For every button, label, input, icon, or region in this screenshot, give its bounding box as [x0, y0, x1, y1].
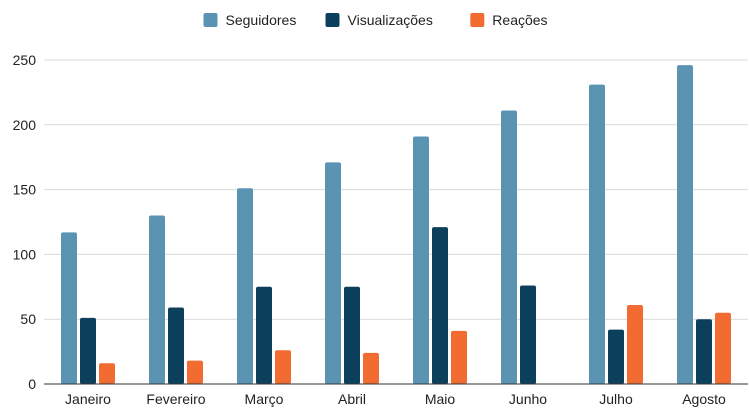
legend-label: Visualizações	[348, 12, 433, 28]
legend-item: Seguidores	[203, 12, 297, 28]
legend-item: Visualizações	[325, 12, 433, 28]
x-tick-label: Maio	[425, 391, 456, 407]
x-tick-label: Março	[245, 391, 284, 407]
legend-label: Reações	[492, 12, 547, 28]
bar-visualiza-es-0	[80, 317, 96, 384]
legend-swatch	[470, 13, 485, 27]
bar-seguidores-4	[413, 136, 429, 384]
bar-visualiza-es-3	[344, 286, 360, 384]
bar-visualiza-es-2	[256, 286, 272, 384]
x-tick-label: Fevereiro	[146, 391, 205, 407]
bar-rea-es-3	[363, 352, 379, 384]
bar-rea-es-6	[627, 304, 643, 384]
bar-seguidores-3	[325, 162, 341, 384]
y-tick-label: 150	[13, 182, 37, 198]
legend-swatch	[203, 13, 218, 27]
legend-item: Reações	[470, 12, 548, 28]
chart-bars	[61, 65, 731, 385]
bar-rea-es-1	[187, 360, 203, 384]
bar-visualiza-es-1	[168, 307, 184, 384]
bar-rea-es-2	[275, 350, 291, 384]
bar-seguidores-2	[237, 188, 253, 384]
bar-rea-es-7	[715, 312, 731, 384]
bar-seguidores-6	[589, 84, 605, 385]
bar-visualiza-es-4	[432, 227, 448, 384]
bar-visualiza-es-7	[696, 319, 712, 384]
bar-rea-es-4	[451, 330, 467, 384]
bar-seguidores-7	[677, 65, 693, 385]
x-tick-label: Agosto	[682, 391, 726, 407]
bar-seguidores-5	[501, 110, 517, 384]
x-axis-tick-labels: Janeiro Fevereiro Março Abril Maio Junho Julho…	[65, 391, 726, 407]
bar-seguidores-1	[149, 215, 165, 384]
bar-visualiza-es-6	[608, 329, 624, 384]
bar-seguidores-0	[61, 232, 77, 384]
x-tick-label: Abril	[338, 391, 366, 407]
chart-legend: Seguidores Visualizações Reações	[203, 12, 548, 28]
y-axis-tick-labels: 0 50 100 150 200 250	[13, 52, 37, 392]
legend-label: Seguidores	[226, 12, 297, 28]
legend-swatch	[325, 13, 340, 27]
y-tick-label: 250	[13, 52, 37, 68]
y-tick-label: 100	[13, 246, 37, 262]
x-tick-label: Junho	[509, 391, 547, 407]
bar-visualiza-es-5	[520, 285, 536, 384]
bar-rea-es-0	[99, 363, 115, 384]
y-tick-label: 200	[13, 117, 37, 133]
y-tick-label: 0	[28, 376, 36, 392]
x-tick-label: Janeiro	[65, 391, 111, 407]
x-tick-label: Julho	[599, 391, 633, 407]
y-tick-label: 50	[20, 311, 36, 327]
